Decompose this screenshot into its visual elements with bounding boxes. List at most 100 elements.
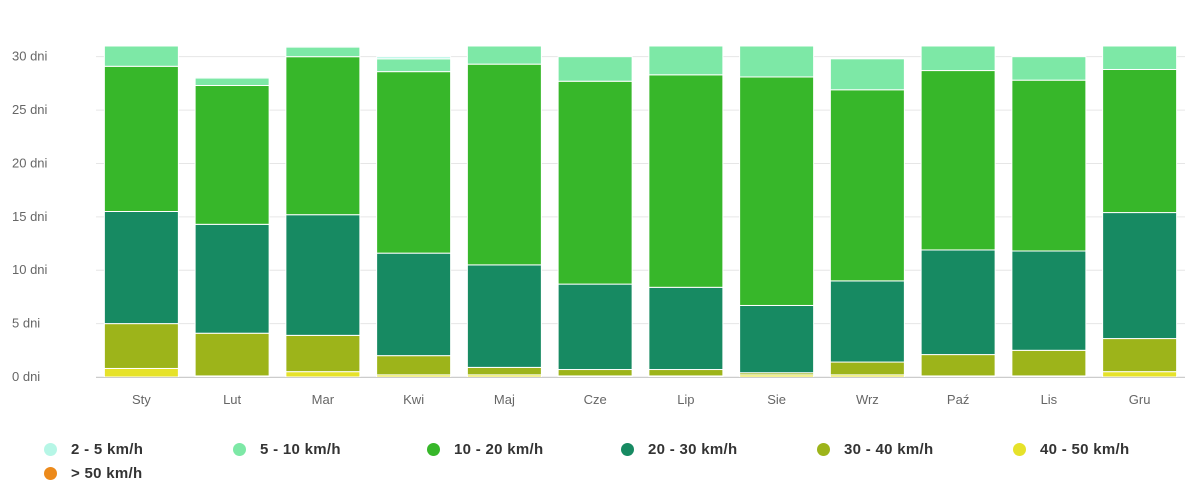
bar-segment[interactable] xyxy=(739,45,815,78)
bar-segment[interactable] xyxy=(194,76,270,79)
x-tick-label: Paź xyxy=(947,392,969,407)
bar-segment[interactable] xyxy=(103,45,179,67)
bar-segment[interactable] xyxy=(920,45,996,72)
legend-swatch xyxy=(233,442,246,456)
x-tick-label: Wrz xyxy=(856,392,879,407)
bar-stack-Sty[interactable] xyxy=(103,45,179,378)
bar-segment[interactable] xyxy=(376,56,452,60)
x-tick-label: Lut xyxy=(223,392,241,407)
bar-stack-Paź[interactable] xyxy=(920,45,996,378)
legend-item[interactable]: 30 - 40 km/h xyxy=(817,440,1013,458)
x-axis: Sty Lut Mar Kwi Maj Cze Lip Sie Wrz Paź Lis Gru xyxy=(132,392,1150,407)
bar-stack-Lip[interactable] xyxy=(648,45,724,378)
bar-segment[interactable] xyxy=(1102,371,1178,378)
bar-segment[interactable] xyxy=(103,367,179,378)
bar-segment[interactable] xyxy=(103,323,179,369)
bar-segment[interactable] xyxy=(194,332,270,377)
bar-segment[interactable] xyxy=(829,58,905,91)
bar-segment[interactable] xyxy=(103,211,179,325)
bar-segment[interactable] xyxy=(285,371,361,378)
bar-segment[interactable] xyxy=(829,280,905,363)
bar-segment[interactable] xyxy=(1011,79,1087,252)
legend-item[interactable]: 20 - 30 km/h xyxy=(621,440,817,458)
bar-segment[interactable] xyxy=(920,354,996,377)
bar-segment[interactable] xyxy=(376,252,452,357)
bar-segment[interactable] xyxy=(1102,338,1178,373)
legend-item[interactable]: 40 - 50 km/h xyxy=(1013,440,1159,458)
bar-segment[interactable] xyxy=(376,355,452,376)
bar-segment[interactable] xyxy=(194,85,270,225)
bar-segment[interactable] xyxy=(1102,212,1178,340)
bar-segment[interactable] xyxy=(1102,68,1178,214)
bar-segment[interactable] xyxy=(376,71,452,254)
bar-segment[interactable] xyxy=(1102,45,1178,70)
legend-label: 30 - 40 km/h xyxy=(844,440,934,458)
chart-legend: 2 - 5 km/h 5 - 10 km/h 10 - 20 km/h 20 - 30… xyxy=(44,440,1184,482)
y-tick-label: 25 dni xyxy=(12,102,48,117)
legend-item[interactable]: 10 - 20 km/h xyxy=(427,440,621,458)
bar-segment[interactable] xyxy=(285,214,361,336)
bar-segment[interactable] xyxy=(1011,349,1087,377)
bar-stack-Maj[interactable] xyxy=(466,45,542,378)
x-tick-label: Maj xyxy=(494,392,515,407)
y-tick-label: 30 dni xyxy=(12,49,48,64)
bar-stack-Lis[interactable] xyxy=(1011,56,1087,378)
bar-segment[interactable] xyxy=(194,77,270,87)
bar-segment[interactable] xyxy=(739,304,815,374)
bar-segment[interactable] xyxy=(557,369,633,377)
bar-segment[interactable] xyxy=(648,369,724,377)
bar-stack-Kwi[interactable] xyxy=(376,56,452,378)
bar-segment[interactable] xyxy=(648,74,724,288)
bar-segment[interactable] xyxy=(739,76,815,306)
bar-stack-Mar[interactable] xyxy=(285,45,361,378)
bar-segment[interactable] xyxy=(466,366,542,376)
bar-segment[interactable] xyxy=(466,264,542,368)
bar-segment[interactable] xyxy=(466,63,542,266)
bar-segment[interactable] xyxy=(557,56,633,82)
bar-segment[interactable] xyxy=(285,45,361,48)
x-tick-label: Lip xyxy=(677,392,694,407)
bar-stack-Gru[interactable] xyxy=(1102,45,1178,378)
y-tick-label: 20 dni xyxy=(12,155,48,170)
y-tick-label: 0 dni xyxy=(12,369,40,384)
legend-label: 10 - 20 km/h xyxy=(454,440,544,458)
bar-segment[interactable] xyxy=(648,45,724,76)
x-tick-label: Lis xyxy=(1041,392,1058,407)
bar-segment[interactable] xyxy=(285,46,361,58)
legend-swatch xyxy=(427,442,440,456)
bar-segment[interactable] xyxy=(1011,250,1087,351)
bar-stack-Lut[interactable] xyxy=(194,76,270,378)
bar-segment[interactable] xyxy=(648,286,724,371)
bar-segment[interactable] xyxy=(376,58,452,73)
legend-item[interactable]: 5 - 10 km/h xyxy=(233,440,427,458)
stacked-bar-chart: 0 dni 5 dni 10 dni 15 dni 20 dni 25 dni 30 dni… xyxy=(12,45,1185,407)
bar-segment[interactable] xyxy=(920,70,996,251)
gridlines xyxy=(96,56,1185,378)
bar-segment[interactable] xyxy=(194,223,270,334)
legend-item[interactable]: > 50 km/h xyxy=(44,464,204,482)
bar-stack-Sie[interactable] xyxy=(739,45,815,378)
bar-stack-Wrz[interactable] xyxy=(829,58,905,378)
bar-segment[interactable] xyxy=(557,283,633,371)
legend-label: 20 - 30 km/h xyxy=(648,440,738,458)
y-tick-label: 5 dni xyxy=(12,316,40,331)
bar-segment[interactable] xyxy=(829,361,905,376)
y-tick-label: 15 dni xyxy=(12,209,48,224)
legend-label: 2 - 5 km/h xyxy=(71,440,144,458)
bar-stack-Cze[interactable] xyxy=(557,56,633,378)
legend-item[interactable]: 2 - 5 km/h xyxy=(44,440,233,458)
legend-swatch xyxy=(1013,442,1026,456)
x-tick-label: Sie xyxy=(767,392,786,407)
bar-segment[interactable] xyxy=(103,65,179,212)
bar-segment[interactable] xyxy=(285,334,361,373)
bar-segment[interactable] xyxy=(285,56,361,216)
bar-segment[interactable] xyxy=(557,80,633,285)
bar-segment[interactable] xyxy=(920,249,996,356)
legend-label: > 50 km/h xyxy=(71,464,143,482)
bar-segment[interactable] xyxy=(466,45,542,65)
legend-label: 40 - 50 km/h xyxy=(1040,440,1130,458)
x-tick-label: Mar xyxy=(312,392,335,407)
legend-swatch xyxy=(621,442,634,456)
bar-segment[interactable] xyxy=(829,89,905,282)
bar-segment[interactable] xyxy=(1011,56,1087,81)
